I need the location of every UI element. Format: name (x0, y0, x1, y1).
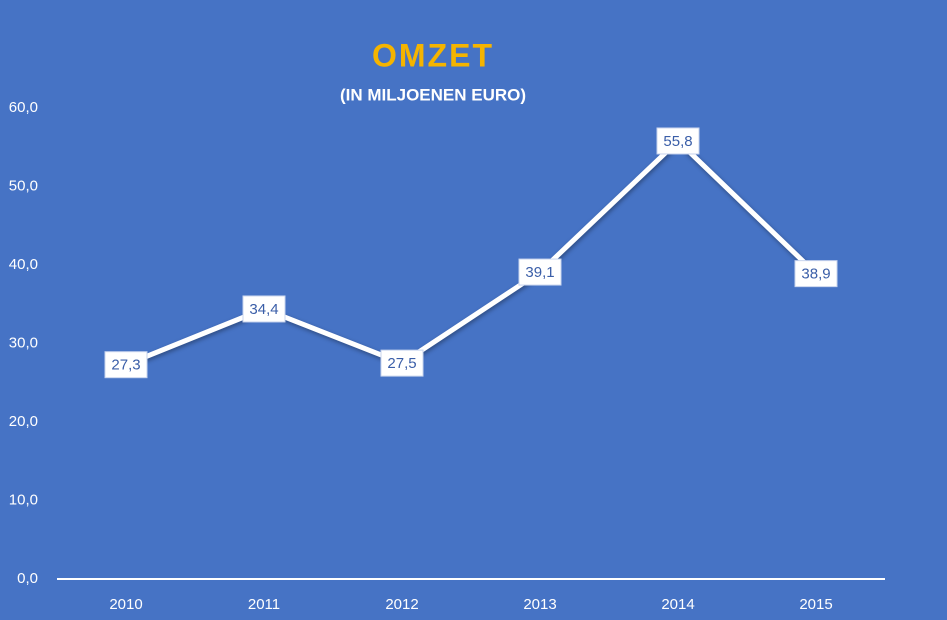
y-tick-label: 40,0 (9, 256, 38, 273)
x-tick-label: 2010 (109, 596, 142, 613)
data-label-box (518, 258, 562, 286)
data-label-box (794, 260, 838, 288)
data-label-box (380, 349, 424, 377)
chart-title: OMZET (372, 37, 494, 73)
data-label: 27,3 (111, 357, 140, 374)
x-tick-label: 2015 (799, 596, 832, 613)
y-tick-label: 30,0 (9, 334, 38, 351)
y-tick-label: 10,0 (9, 491, 38, 508)
y-tick-label: 20,0 (9, 413, 38, 430)
y-tick-label: 50,0 (9, 177, 38, 194)
data-label-box (656, 127, 700, 155)
data-label-box (242, 295, 286, 323)
data-label: 27,5 (387, 355, 416, 372)
data-label: 55,8 (663, 133, 692, 150)
data-label: 34,4 (249, 301, 278, 318)
x-tick-label: 2011 (248, 596, 280, 613)
x-tick-label: 2013 (523, 596, 556, 613)
x-tick-label: 2014 (661, 596, 694, 613)
x-tick-label: 2012 (385, 596, 418, 613)
data-label-box (104, 351, 148, 379)
series-line (125, 138, 818, 368)
y-tick-label: 0,0 (17, 570, 38, 587)
data-label: 39,1 (525, 264, 554, 281)
chart-subtitle: (IN MILJOENEN EURO) (340, 85, 526, 104)
data-label: 38,9 (801, 266, 830, 283)
y-tick-label: 60,0 (9, 99, 38, 116)
